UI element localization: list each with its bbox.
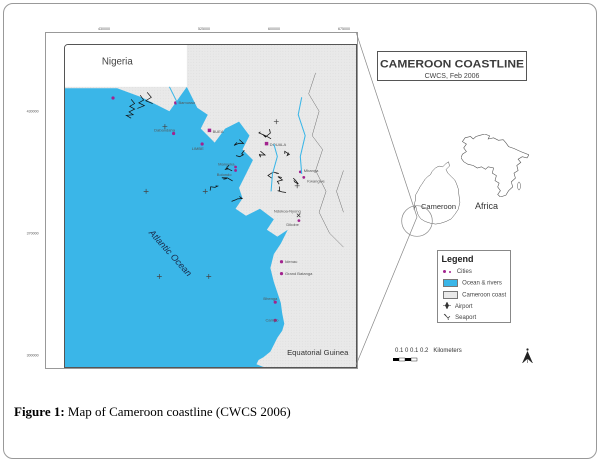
svg-text:Mbanga: Mbanga	[304, 168, 319, 173]
svg-text:Ndokoa-Nyong: Ndokoa-Nyong	[274, 208, 301, 213]
svg-text:Kwangwe: Kwangwe	[307, 178, 325, 183]
svg-text:Nigeria: Nigeria	[102, 57, 133, 68]
svg-text:Dabandaha: Dabandaha	[154, 127, 176, 132]
svg-text:Equatorial Guinea: Equatorial Guinea	[287, 348, 349, 357]
svg-text:LIMBE: LIMBE	[192, 146, 204, 151]
svg-text:BUEA: BUEA	[213, 129, 224, 134]
svg-text:Bamusso: Bamusso	[178, 100, 196, 105]
svg-text:Idenau: Idenau	[285, 259, 297, 264]
svg-text:Grand Batanga: Grand Batanga	[285, 271, 313, 276]
svg-text:Campo: Campo	[265, 318, 279, 323]
svg-text:DOUALA: DOUALA	[270, 142, 287, 147]
svg-text:Bolondo: Bolondo	[217, 172, 233, 177]
svg-text:Dikobe: Dikobe	[286, 222, 299, 227]
svg-text:Manyuka: Manyuka	[218, 162, 235, 167]
svg-text:Bhenga: Bhenga	[263, 296, 278, 301]
